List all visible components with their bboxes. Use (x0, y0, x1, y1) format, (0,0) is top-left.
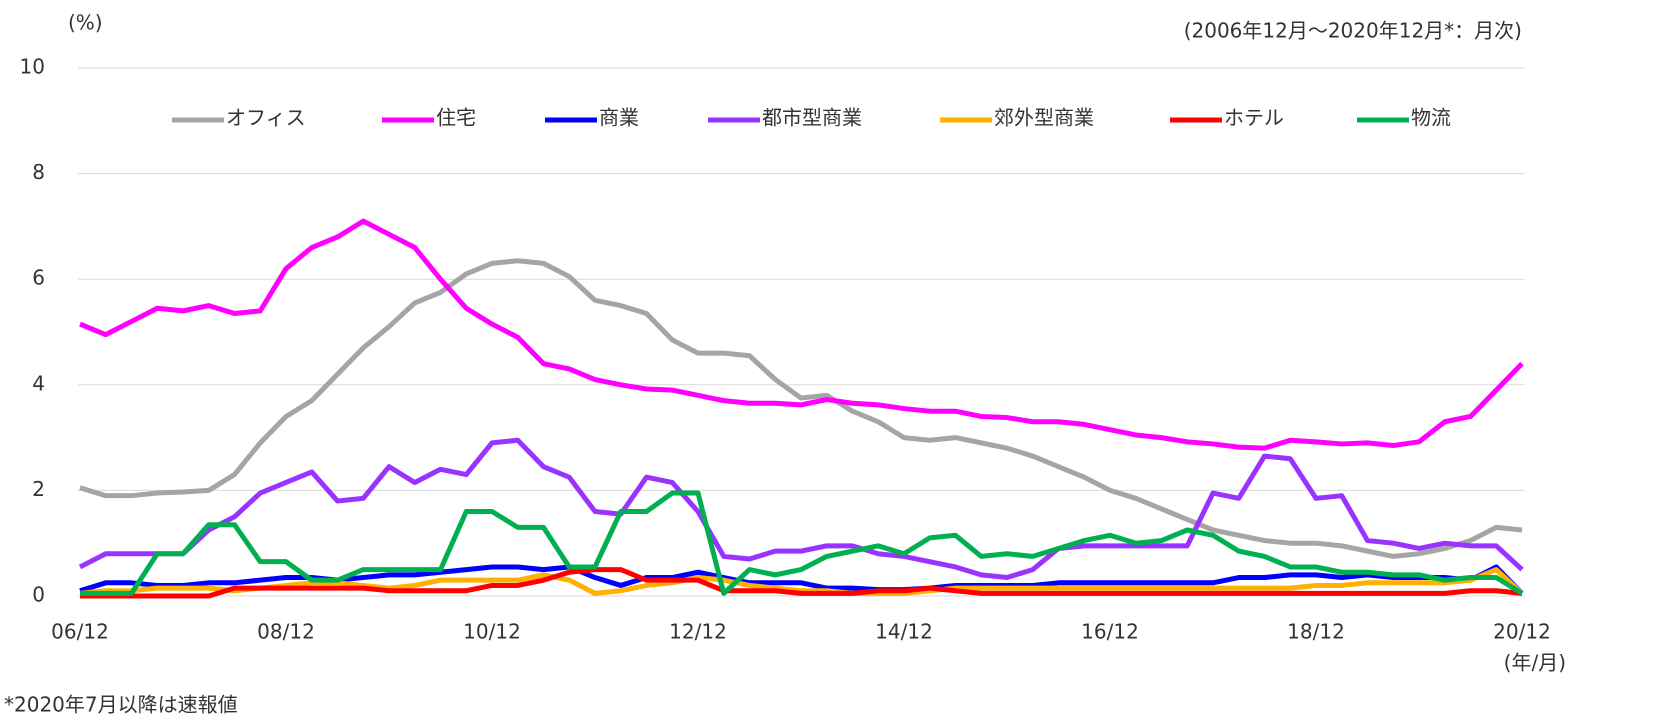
x-unit: (年/月) (1504, 651, 1566, 675)
x-tick-label: 08/12 (257, 620, 315, 644)
y-unit: (%) (68, 11, 103, 35)
footnote: *2020年7月以降は速報値 (4, 693, 238, 717)
x-tick-label: 14/12 (875, 620, 933, 644)
legend-label: オフィス (226, 106, 306, 130)
y-tick-label: 0 (32, 583, 45, 607)
x-tick-label: 06/12 (51, 620, 109, 644)
legend-label: 商業 (599, 106, 639, 130)
series-line (79, 218, 1524, 451)
y-tick-label: 8 (32, 160, 45, 184)
y-tick-label: 6 (32, 266, 45, 290)
series-line (79, 567, 1524, 596)
series-line (80, 567, 1523, 599)
x-tick-label: 20/12 (1493, 620, 1551, 644)
series-line (80, 490, 1524, 596)
subtitle: (2006年12月～2020年12月*：月次) (1184, 19, 1522, 43)
y-tick-label: 2 (32, 477, 45, 501)
legend-label: 郊外型商業 (994, 106, 1094, 130)
x-tick-label: 12/12 (669, 620, 727, 644)
legend-label: 物流 (1411, 106, 1451, 130)
series-line (79, 258, 1523, 559)
x-tick-label: 18/12 (1287, 620, 1345, 644)
y-tick-label: 4 (32, 371, 45, 395)
x-tick-label: 16/12 (1081, 620, 1139, 644)
legend-label: 住宅 (436, 106, 476, 130)
x-tick-label: 10/12 (463, 620, 521, 644)
series-line (78, 437, 1524, 581)
legend-label: ホテル (1224, 106, 1284, 130)
legend-label: 都市型商業 (762, 106, 862, 130)
y-tick-label: 10 (20, 55, 45, 79)
